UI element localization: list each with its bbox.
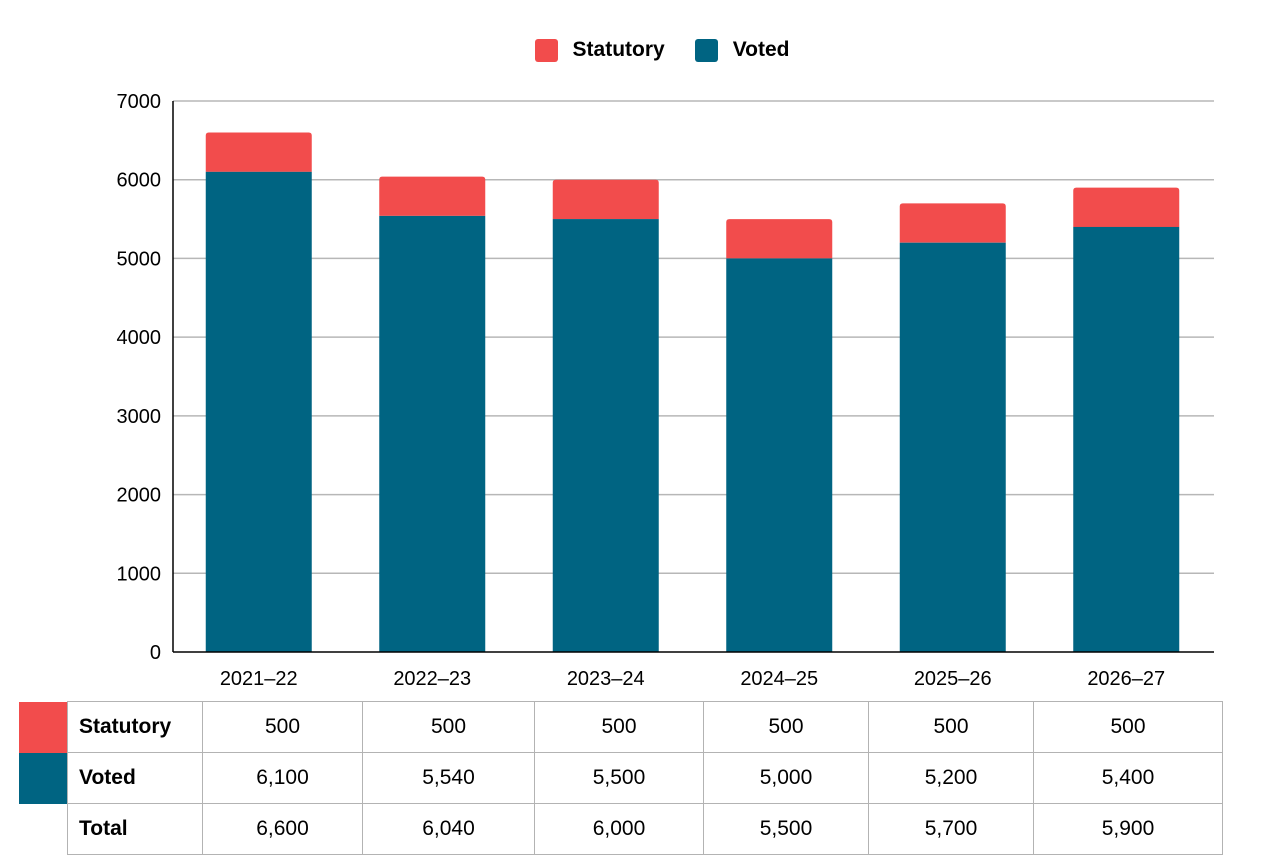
- x-tick-label: 2022–23: [393, 668, 471, 690]
- row-color-swatch: [19, 804, 68, 855]
- table-cell: 6,000: [534, 803, 704, 855]
- legend-item-statutory: Statutory: [534, 38, 665, 62]
- y-tick-label: 0: [150, 642, 161, 664]
- y-tick-label: 2000: [117, 485, 162, 507]
- bar-voted: [1073, 226, 1180, 652]
- table-cell: 5,000: [703, 752, 869, 804]
- table-cell: 5,500: [703, 803, 869, 855]
- x-tick-label: 2021–22: [220, 668, 298, 690]
- table-cell: 6,040: [362, 803, 535, 855]
- table-cell: 6,600: [202, 803, 363, 855]
- table-cell: 500: [534, 701, 704, 753]
- stacked-bar-chart: 0 1000 2000 3000 4000 5000 6000 7000 2021–22 2022…: [117, 91, 1214, 690]
- x-tick-label: 2025–26: [914, 668, 992, 690]
- table-cell: 500: [362, 701, 535, 753]
- x-tick-label: 2023–24: [567, 668, 645, 690]
- y-tick-label: 6000: [117, 170, 162, 192]
- bar-voted: [205, 171, 312, 653]
- table-row: Total 6,600 6,040 6,000 5,500 5,700 5,900: [19, 803, 1223, 855]
- row-color-swatch: [19, 752, 68, 804]
- row-color-swatch: [19, 701, 68, 753]
- table-cell: 5,540: [362, 752, 535, 804]
- bar-statutory: [899, 203, 1006, 243]
- legend-item-voted: Voted: [694, 38, 790, 62]
- table-cell: 5,500: [534, 752, 704, 804]
- bar-statutory: [552, 179, 659, 220]
- table-cell: 500: [868, 701, 1034, 753]
- row-label: Voted: [67, 752, 203, 804]
- bar-voted: [552, 219, 659, 653]
- x-tick-label: 2026–27: [1087, 668, 1165, 690]
- bar-statutory: [1073, 187, 1180, 227]
- table-cell: 5,400: [1033, 752, 1223, 804]
- table-cell: 6,100: [202, 752, 363, 804]
- table-row: Voted 6,100 5,540 5,500 5,000 5,200 5,400: [19, 752, 1223, 804]
- table-cell: 500: [1033, 701, 1223, 753]
- table-cell: 5,700: [868, 803, 1034, 855]
- y-tick-label: 7000: [117, 91, 162, 113]
- bar-statutory: [205, 132, 312, 172]
- y-tick-label: 1000: [117, 563, 162, 585]
- y-tick-label: 4000: [117, 327, 162, 349]
- table-cell: 500: [703, 701, 869, 753]
- bar-statutory: [726, 219, 833, 259]
- row-label: Statutory: [67, 701, 203, 753]
- bar-voted: [899, 242, 1006, 652]
- y-tick-label: 5000: [117, 248, 162, 270]
- legend-swatch-voted: [694, 38, 718, 62]
- y-tick-label: 3000: [117, 406, 162, 428]
- row-label: Total: [67, 803, 203, 855]
- bar-voted: [726, 258, 833, 652]
- table-cell: 5,900: [1033, 803, 1223, 855]
- data-table: Statutory 500 500 500 500 500 500 Voted 6,100 5,5…: [19, 701, 1223, 855]
- legend-label-voted: Voted: [732, 38, 790, 61]
- bar-voted: [379, 215, 486, 652]
- legend-swatch-statutory: [534, 38, 558, 62]
- chart-legend: Statutory Voted: [0, 34, 1280, 66]
- table-cell: 500: [202, 701, 363, 753]
- bar-statutory: [379, 176, 486, 216]
- table-row: Statutory 500 500 500 500 500 500: [19, 701, 1223, 753]
- table-cell: 5,200: [868, 752, 1034, 804]
- x-tick-label: 2024–25: [740, 668, 818, 690]
- legend-label-statutory: Statutory: [572, 38, 665, 61]
